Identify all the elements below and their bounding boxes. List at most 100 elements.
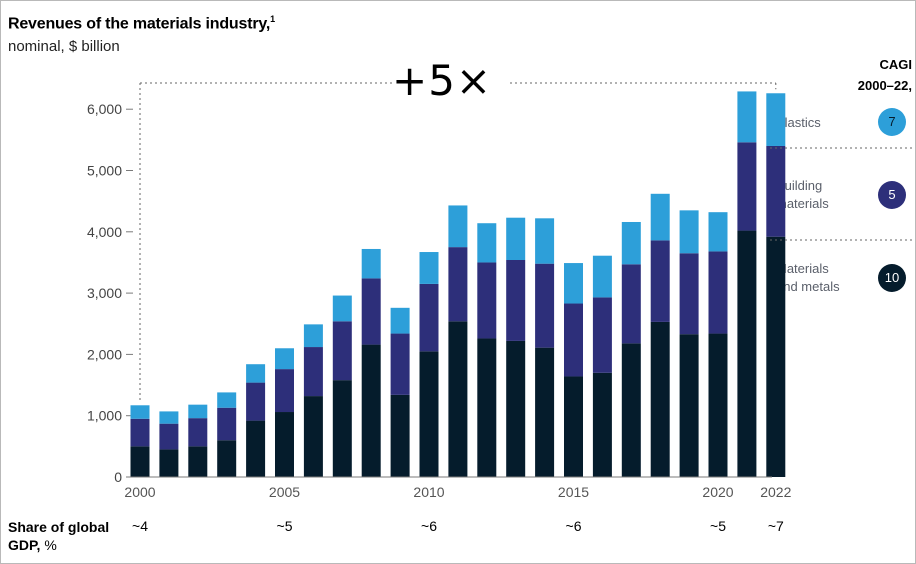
chart-title: Revenues of the materials industry,1: [8, 14, 275, 33]
bar-segment: [159, 411, 179, 424]
bar-segment: [361, 344, 381, 477]
bar-segment: [390, 394, 410, 477]
bar-segment: [303, 347, 323, 397]
bar-segment: [448, 321, 468, 477]
bar-segment: [506, 340, 526, 477]
cagr-header: CAGI 2000–22,: [792, 54, 912, 96]
bar-segment: [506, 259, 526, 341]
bar-segment: [621, 221, 641, 265]
cagr-badge-materials: 10: [878, 264, 906, 292]
share-gdp-value: ~7: [767, 518, 784, 534]
bar-segment: [679, 210, 699, 254]
x-tick-label: 2015: [558, 484, 589, 500]
bar-segment: [361, 248, 381, 279]
bar-segment: [275, 369, 294, 413]
bar-segment: [303, 324, 323, 348]
bar-segment: [766, 145, 786, 237]
bar-segment: [535, 218, 555, 264]
bar-segment: [217, 392, 237, 408]
bar-segment: [708, 212, 728, 252]
cagr-header-line1: CAGI: [879, 57, 913, 72]
share-gdp-value: ~4: [132, 518, 148, 534]
bar-segment: [650, 240, 670, 322]
y-tick-label: 5,000: [87, 163, 122, 179]
bar-segment: [332, 321, 352, 381]
bar-segment: [246, 420, 266, 477]
y-tick-label: 3,000: [87, 285, 122, 301]
x-tick-label: 2005: [269, 484, 300, 500]
bar-segment: [679, 334, 699, 477]
legend-building-label: Building materials: [776, 178, 829, 211]
bar-segment: [159, 423, 179, 450]
bar-segment: [275, 348, 294, 370]
y-tick-label: 0: [114, 469, 122, 485]
cagr-badge-building: 5: [878, 181, 906, 209]
bar-segment: [650, 321, 670, 477]
bar-segment: [275, 412, 294, 477]
bar-segment: [390, 307, 410, 334]
share-gdp-label: Share of global GDP, %: [8, 519, 110, 553]
bar-segment: [564, 303, 583, 377]
title-footnote: 1: [270, 14, 275, 24]
bar-segment: [535, 347, 555, 477]
bar-segment: [332, 380, 352, 477]
bar-segment: [303, 396, 323, 477]
bar-segment: [621, 343, 641, 477]
share-gdp-value: ~5: [276, 518, 293, 534]
bar-segment: [679, 253, 699, 335]
bar-segment: [130, 446, 150, 477]
y-tick-label: 2,000: [87, 346, 122, 362]
bar-segment: [361, 278, 381, 345]
bar-segment: [188, 446, 208, 477]
bar-segment: [477, 338, 497, 477]
x-tick-label: 2010: [413, 484, 444, 500]
bar-segment: [737, 91, 757, 143]
bar-segment: [592, 255, 612, 298]
bar-segment: [564, 263, 583, 304]
x-tick-label: 2020: [702, 484, 733, 500]
cagr-header-line2: 2000–22,: [857, 78, 912, 93]
legend-materials-label: Materials and metals: [776, 261, 840, 294]
bar-segment: [592, 297, 612, 373]
chart-subtitle: nominal, $ billion: [8, 38, 120, 55]
share-gdp-value: ~6: [421, 518, 437, 534]
bar-segment: [188, 404, 208, 419]
y-tick-label: 6,000: [87, 101, 122, 117]
x-tick-label: 2000: [124, 484, 155, 500]
bar-segment: [332, 295, 352, 322]
bar-segment: [564, 376, 583, 477]
bar-segment: [650, 193, 670, 241]
bar-segment: [592, 372, 612, 477]
bar-segment: [217, 440, 237, 477]
bar-segment: [217, 407, 237, 441]
share-gdp-value: ~6: [565, 518, 582, 534]
bar-segment: [737, 142, 757, 231]
bar-segment: [708, 251, 728, 334]
bar-segment: [766, 236, 786, 477]
bar-segment: [535, 263, 555, 348]
bar-segment: [621, 264, 641, 344]
share-gdp-value: ~5: [710, 518, 726, 534]
bar-segment: [130, 418, 150, 447]
bar-segment: [188, 418, 208, 447]
bar-segment: [708, 333, 728, 477]
bar-segment: [246, 382, 266, 421]
bar-segment: [737, 230, 757, 477]
y-tick-label: 4,000: [87, 224, 122, 240]
growth-annotation: +5×: [392, 56, 493, 105]
bar-segment: [766, 93, 786, 146]
bar-segment: [419, 283, 439, 352]
bar-segment: [506, 217, 526, 260]
bar-segment: [477, 223, 497, 263]
bar-segment: [419, 252, 439, 284]
x-tick-label: 2022: [760, 484, 791, 500]
bar-segment: [448, 205, 468, 248]
bar-segment: [419, 351, 439, 477]
cagr-badge-plastics: 7: [878, 108, 906, 136]
bar-segment: [130, 405, 150, 419]
bar-segment: [159, 449, 179, 477]
bar-segment: [477, 262, 497, 339]
legend-plastics-label: Plastics: [776, 115, 821, 130]
bar-segment: [390, 333, 410, 395]
